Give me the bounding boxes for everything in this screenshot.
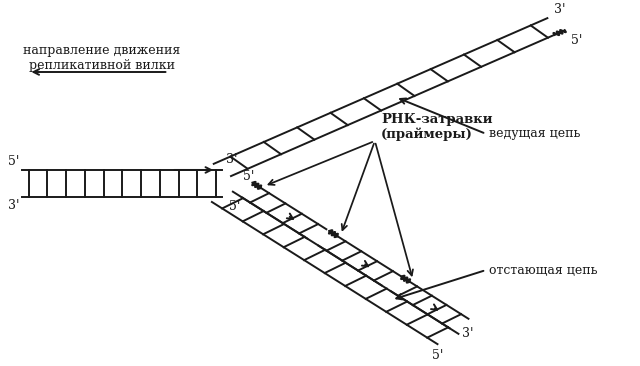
Text: 5': 5' [432,350,443,362]
Text: отстающая цепь: отстающая цепь [489,264,598,277]
Text: 5': 5' [8,155,19,168]
Text: 3': 3' [225,153,237,167]
Text: 5': 5' [571,34,582,47]
Text: 3': 3' [554,3,565,16]
Text: направление движения
репликативной вилки: направление движения репликативной вилки [23,44,180,72]
Text: 5': 5' [243,170,255,183]
Text: 3': 3' [461,327,473,340]
Text: ведущая цепь: ведущая цепь [489,127,580,141]
Text: РНК-затравки
(праймеры): РНК-затравки (праймеры) [381,112,493,141]
Text: 3': 3' [8,199,19,212]
Text: 5': 5' [228,200,240,213]
